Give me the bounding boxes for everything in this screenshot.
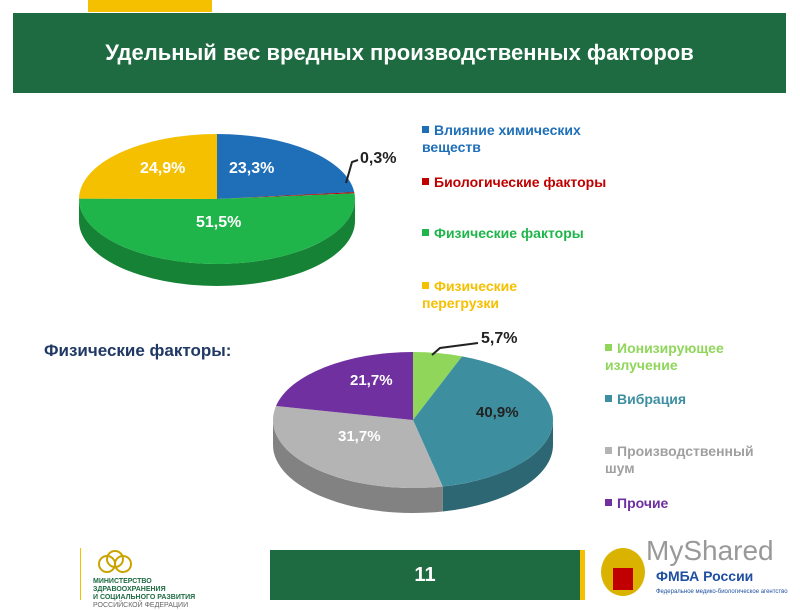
data-label: 51,5% [196,214,242,231]
legend-item: Прочие [605,495,795,512]
pie-side-2 [79,199,355,286]
legend-item: Производственный шум [605,443,754,476]
page-number: 11 [414,564,436,586]
pie-slice-2 [273,406,443,488]
data-label: 40,9% [476,404,519,421]
watermark: MyShared [646,535,774,566]
pie-slice-2 [79,193,356,265]
data-label: 5,7% [481,330,518,347]
data-label: 0,3% [360,150,397,167]
legend-item: Биологические факторы [422,174,612,191]
data-label: 31,7% [338,428,381,445]
leader-line [431,342,479,356]
legend-item: Физические перегрузки [422,278,518,311]
pie-slice-1 [413,356,553,487]
footer-bar: 11 [270,550,585,600]
ministry-emblem-icon [98,550,132,573]
data-label: 24,9% [140,160,186,177]
pie-slice-0 [413,352,463,420]
legend-item: Ионизирующее излучение [605,340,724,373]
legend-item: Физические факторы [422,225,612,242]
pie-side-1 [442,420,553,512]
data-label: 21,7% [350,372,393,389]
leader-line [345,159,359,184]
subtitle: Физические факторы: [44,341,232,360]
header: Удельный вес вредных производственных фа… [13,13,786,93]
accent-bar [88,0,212,12]
pie-slice-0 [217,134,355,199]
pie-slice-3 [79,134,218,199]
legend-item: Влияние химических веществ [422,122,581,155]
fmba-title: ФМБА России [656,568,754,584]
fmba-subtitle: Федеральное медико-биологическое агентст… [656,589,788,595]
page-title: Удельный вес вредных производственных фа… [105,40,694,65]
ministry-logo: МИНИСТЕРСТВО ЗДРАВООХРАНЕНИЯ И СОЦИАЛЬНО… [80,548,243,609]
pie-slice-3 [275,352,413,420]
eagle-emblem-icon [601,548,645,596]
legend-item: Вибрация [605,391,795,408]
pie-side-2 [273,420,443,513]
pie-slice-1 [217,192,355,199]
fmba-logo: MyShared ФМБА России Федеральное медико-… [598,535,798,600]
data-label: 23,3% [229,160,275,177]
